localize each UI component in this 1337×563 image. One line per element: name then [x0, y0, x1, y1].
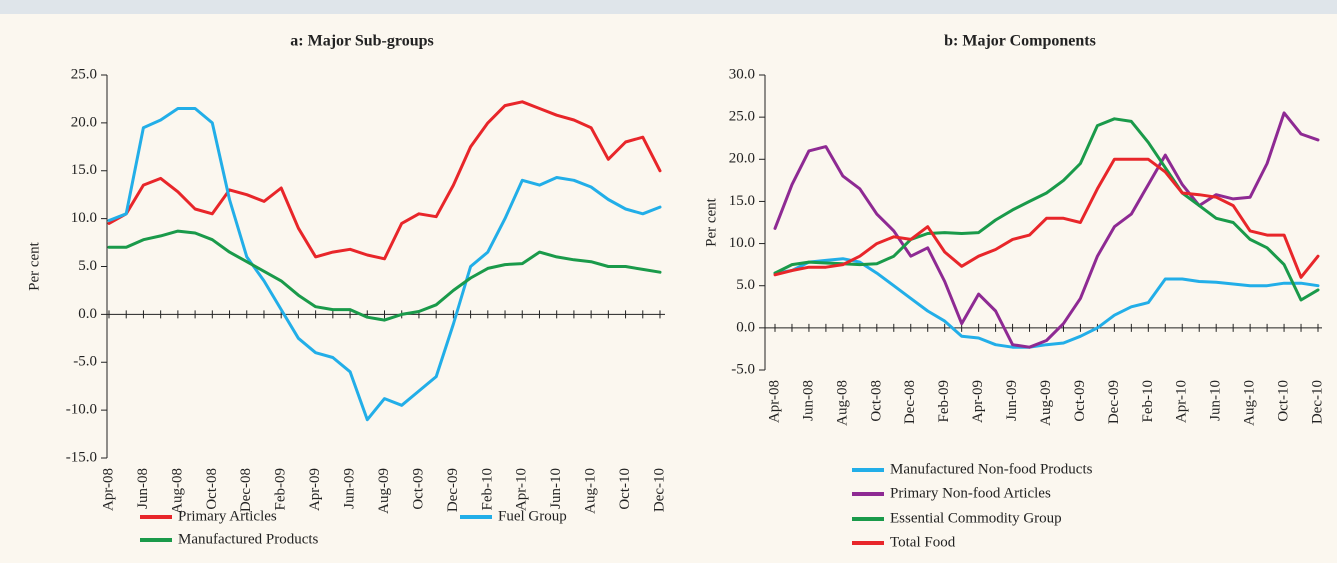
y-tick-label: 15.0	[71, 162, 97, 178]
x-tick-label: Aug-10	[1242, 380, 1258, 426]
y-tick-label: 25.0	[729, 109, 755, 125]
chart-title: a: Major Sub-groups	[290, 33, 433, 50]
y-tick-label: 20.0	[71, 114, 97, 130]
y-tick-label: -10.0	[66, 402, 97, 418]
x-tick-label: Oct-08	[868, 380, 884, 422]
legend-label: Fuel Group	[498, 508, 567, 524]
y-axis-label: Per cent	[26, 241, 42, 291]
legend-label: Primary Articles	[178, 508, 277, 524]
y-tick-label: 20.0	[729, 151, 755, 167]
legend-label: Essential Commodity Group	[890, 510, 1062, 526]
x-tick-label: Dec-09	[445, 468, 461, 512]
x-tick-label: Oct-10	[1276, 380, 1292, 422]
legend-label: Primary Non-food Articles	[890, 485, 1051, 501]
x-tick-label: Feb-09	[273, 468, 289, 511]
y-tick-label: 30.0	[729, 66, 755, 82]
x-tick-label: Aug-10	[583, 468, 599, 514]
top-strip	[0, 0, 1337, 14]
x-tick-label: Jun-09	[342, 468, 358, 509]
y-tick-label: 0.0	[78, 306, 97, 322]
legend-label: Manufactured Non-food Products	[890, 461, 1093, 477]
y-tick-label: 5.0	[78, 258, 97, 274]
x-tick-label: Dec-10	[1309, 380, 1325, 424]
x-tick-label: Apr-10	[1174, 380, 1190, 423]
x-tick-label: Apr-09	[307, 468, 323, 511]
x-tick-label: Jun-09	[1004, 380, 1020, 421]
x-tick-label: Aug-08	[169, 468, 185, 514]
x-tick-label: Oct-09	[1072, 380, 1088, 422]
y-axis-label: Per cent	[703, 197, 719, 247]
x-tick-label: Dec-09	[1106, 380, 1122, 424]
y-tick-label: 0.0	[736, 319, 755, 335]
x-tick-label: Dec-10	[651, 468, 667, 512]
x-tick-label: Aug-09	[376, 468, 392, 514]
x-tick-label: Apr-10	[514, 468, 530, 511]
x-tick-label: Jun-10	[1208, 380, 1224, 421]
legend-label: Total Food	[890, 534, 956, 550]
x-tick-label: Aug-08	[834, 380, 850, 426]
y-tick-label: 25.0	[71, 66, 97, 82]
y-tick-label: 10.0	[729, 235, 755, 251]
series-line	[773, 157, 1320, 279]
x-tick-label: Feb-10	[1140, 380, 1156, 423]
x-tick-label: Apr-08	[100, 468, 116, 511]
series-line	[107, 107, 662, 422]
y-tick-label: -5.0	[731, 361, 755, 377]
x-tick-label: Oct-10	[617, 468, 633, 510]
x-tick-label: Oct-09	[410, 468, 426, 510]
y-tick-label: 10.0	[71, 210, 97, 226]
x-tick-label: Jun-10	[548, 468, 564, 509]
x-tick-label: Feb-10	[479, 468, 495, 511]
series-line	[107, 229, 662, 322]
x-tick-label: Oct-08	[204, 468, 220, 510]
y-tick-label: -15.0	[66, 449, 97, 465]
y-tick-label: -5.0	[73, 354, 97, 370]
legend-label: Manufactured Products	[178, 531, 319, 547]
series-line	[107, 100, 662, 261]
chart-title: b: Major Components	[944, 33, 1096, 50]
x-tick-label: Jun-08	[135, 468, 151, 509]
x-tick-label: Dec-08	[238, 468, 254, 512]
y-tick-label: 15.0	[729, 193, 755, 209]
y-tick-label: 5.0	[736, 277, 755, 293]
series-line	[773, 111, 1320, 349]
x-tick-label: Aug-09	[1038, 380, 1054, 426]
x-tick-label: Apr-08	[766, 380, 782, 423]
series-line	[773, 117, 1320, 302]
x-tick-label: Jun-08	[800, 380, 816, 421]
x-tick-label: Feb-09	[936, 380, 952, 423]
x-tick-label: Apr-09	[970, 380, 986, 423]
x-tick-label: Dec-08	[902, 380, 918, 424]
